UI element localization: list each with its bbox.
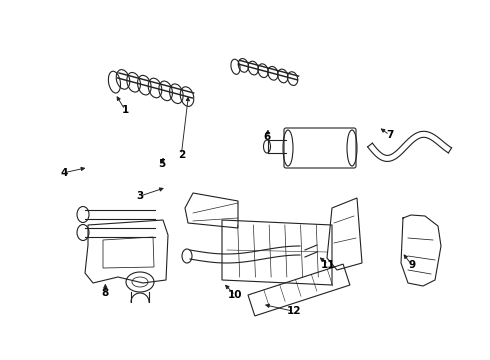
Text: 4: 4 <box>60 168 68 178</box>
Text: 6: 6 <box>264 132 270 142</box>
Text: 11: 11 <box>321 260 336 270</box>
Text: 7: 7 <box>386 130 393 140</box>
Text: 10: 10 <box>228 290 243 300</box>
Text: 12: 12 <box>287 306 301 316</box>
Text: 9: 9 <box>408 260 415 270</box>
Text: 1: 1 <box>122 105 128 115</box>
Text: 2: 2 <box>178 150 185 160</box>
Text: 5: 5 <box>158 159 165 169</box>
Text: 3: 3 <box>136 191 143 201</box>
Text: 8: 8 <box>102 288 109 298</box>
